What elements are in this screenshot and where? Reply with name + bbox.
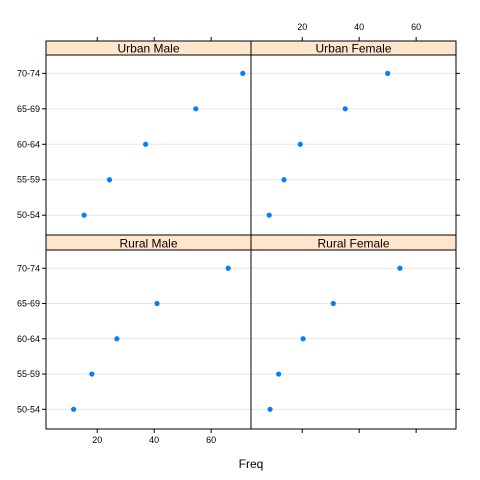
point-urban-female-55-59 — [281, 177, 287, 183]
point-rural-female-65-69 — [330, 300, 336, 307]
point-urban-male-50-54 — [81, 212, 87, 218]
y-tick-label: 65-69 — [17, 299, 40, 309]
y-tick-label: 60-64 — [17, 139, 40, 149]
y-tick-label: 50-54 — [17, 210, 40, 220]
x-tick-label: 20 — [92, 435, 102, 445]
panel-frame — [250, 249, 457, 430]
point-rural-female-60-64 — [300, 336, 306, 342]
y-tick-label: 65-69 — [17, 104, 40, 114]
y-tick-label: 60-64 — [17, 334, 40, 344]
point-urban-female-50-54 — [266, 212, 272, 218]
point-rural-male-60-64 — [114, 336, 120, 342]
strip-label: Urban Male — [117, 42, 179, 56]
x-axis-title: Freq — [239, 457, 264, 471]
x-tick-label-top: 40 — [354, 22, 364, 32]
panel-frame — [250, 54, 457, 236]
strip-label: Rural Female — [317, 237, 389, 251]
panel-rural-female: Rural Female — [250, 234, 457, 430]
point-rural-female-55-59 — [276, 371, 282, 377]
point-urban-female-60-64 — [297, 141, 303, 147]
point-rural-female-70-74 — [397, 265, 403, 271]
point-urban-female-70-74 — [385, 70, 391, 76]
point-urban-male-70-74 — [240, 70, 246, 76]
point-urban-male-65-69 — [193, 106, 199, 112]
panel-urban-male: Urban Male — [45, 40, 252, 236]
axes-layer: 50-54 55-59 60-64 65-69 70-74 20 40 60 50-54 55-5… — [17, 22, 460, 445]
x-tick-label: 40 — [149, 435, 159, 445]
y-tick-label: 55-59 — [17, 369, 40, 379]
point-rural-female-50-54 — [267, 406, 273, 412]
point-rural-male-55-59 — [89, 371, 95, 377]
y-tick-label: 70-74 — [17, 263, 40, 273]
point-rural-male-70-74 — [225, 265, 231, 271]
point-urban-male-60-64 — [143, 141, 149, 147]
x-tick-label: 60 — [206, 435, 216, 445]
strip-label: Urban Female — [315, 42, 391, 56]
point-urban-male-55-59 — [106, 177, 113, 183]
panel-frame — [45, 54, 252, 236]
y-tick-label: 50-54 — [17, 404, 40, 414]
strip-label: Rural Male — [119, 237, 177, 251]
x-tick-label-top: 20 — [297, 22, 307, 32]
point-rural-male-50-54 — [71, 406, 77, 412]
y-tick-label: 55-59 — [17, 175, 40, 185]
point-urban-female-65-69 — [342, 106, 348, 112]
y-tick-label: 70-74 — [17, 68, 40, 78]
point-rural-male-65-69 — [154, 300, 160, 307]
panels-layer: Urban Male Urban Female Rural Male Rural Fe… — [45, 40, 457, 430]
panel-urban-female: Urban Female — [250, 40, 457, 236]
panel-rural-male: Rural Male — [45, 234, 252, 430]
x-tick-label-top: 60 — [411, 22, 421, 32]
panel-frame — [45, 249, 252, 430]
